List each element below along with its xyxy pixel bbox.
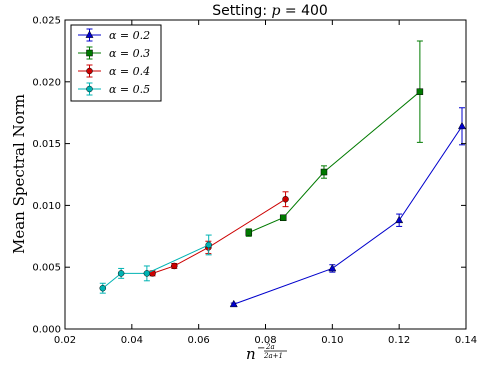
- y-tick-label: 0.005: [32, 263, 61, 274]
- legend-label: α = 0.3: [109, 47, 150, 60]
- legend-marker: [86, 49, 93, 57]
- legend-label: α = 0.4: [109, 65, 150, 78]
- x-tick-label: 0.06: [188, 335, 210, 346]
- legend-entry-1: α = 0.3: [78, 46, 150, 60]
- data-point: [171, 262, 178, 270]
- data-point: [143, 270, 151, 277]
- legend-marker: [85, 30, 94, 38]
- series-2: [149, 191, 289, 277]
- chart-title-prefix: Setting:: [212, 3, 271, 19]
- series-line-2: [152, 198, 286, 274]
- x-axis-label-base: n: [246, 345, 256, 363]
- legend-marker: [86, 85, 93, 93]
- legend-label: α = 0.2: [109, 29, 150, 42]
- chart-title: Setting: p = 400: [212, 3, 328, 19]
- x-axis-label-exponent-num: 2a: [265, 343, 275, 351]
- y-tick-label: 0.000: [32, 325, 61, 336]
- legend-marker: [86, 67, 93, 75]
- x-tick-label: 0.02: [54, 335, 76, 346]
- y-tick-label: 0.015: [32, 139, 61, 150]
- data-point: [99, 284, 107, 292]
- data-point: [229, 299, 238, 308]
- axes: 0.02 0.04 0.06 0.08 0.10 0.12 0.14 0.000 0.005 0.…: [32, 16, 477, 347]
- legend-label: α = 0.5: [109, 83, 150, 96]
- series-0: [229, 107, 467, 308]
- x-tick-label: 0.10: [321, 335, 343, 346]
- x-tick-label: 0.04: [121, 335, 143, 346]
- data-point: [282, 195, 289, 203]
- x-tick-label: 0.12: [388, 335, 410, 346]
- data-point: [279, 214, 287, 222]
- data-point: [117, 270, 125, 277]
- chart-title-eq: = 400: [280, 3, 327, 19]
- y-tick-label: 0.010: [32, 201, 61, 212]
- x-tick-label: 0.14: [455, 335, 477, 346]
- x-axis-label-exponent-minus: −: [257, 343, 265, 354]
- series-line-0: [233, 126, 463, 305]
- data-point: [205, 241, 212, 249]
- data-point: [457, 121, 467, 130]
- data-point: [416, 88, 424, 95]
- y-axis-label: Mean Spectral Norm: [10, 94, 28, 254]
- plot-area: [99, 40, 467, 308]
- data-point: [320, 168, 328, 176]
- chart-title-p: p: [271, 3, 280, 19]
- series-line-1: [248, 91, 421, 234]
- y-tick-label: 0.020: [32, 77, 61, 88]
- data-point: [245, 229, 253, 236]
- data-point: [328, 263, 337, 272]
- legend-entry-2: α = 0.4: [78, 64, 150, 78]
- x-tick-label: 0.08: [254, 335, 276, 346]
- x-axis-label-exponent-den: 2a+1: [263, 352, 283, 360]
- legend: α = 0.2 α = 0.3 α = 0.4 α = 0.5: [70, 24, 162, 102]
- legend-entry-0: α = 0.2: [78, 28, 150, 42]
- y-tick-label: 0.025: [32, 16, 61, 27]
- data-point: [395, 215, 404, 224]
- legend-entry-3: α = 0.5: [78, 82, 150, 96]
- series-3: [99, 234, 212, 294]
- x-axis-label: n − 2a 2a+1: [246, 343, 287, 363]
- series-line-3: [102, 244, 209, 289]
- series-1: [245, 40, 424, 237]
